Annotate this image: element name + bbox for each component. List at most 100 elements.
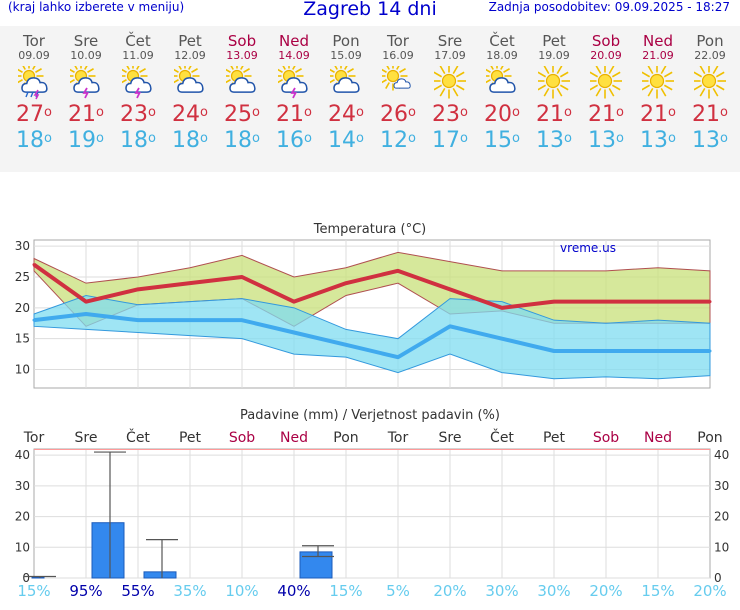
probability-label: 30% (485, 582, 518, 600)
data-point (708, 349, 712, 353)
data-point (604, 300, 608, 304)
partly-cloudy-icon (330, 66, 360, 93)
data-point (188, 281, 192, 285)
max-temperature: 20o (484, 102, 520, 127)
day-column: Ned 14.09 21o 16o (268, 26, 320, 154)
max-temperature: 21o (276, 102, 312, 127)
data-point (448, 287, 452, 291)
max-temperature: 24o (328, 102, 364, 127)
sun-icon (694, 66, 726, 99)
probability-label: 40% (277, 582, 310, 600)
data-point (448, 324, 452, 328)
y-tick-label: 30 (15, 239, 30, 253)
day-date: 19.09 (538, 49, 570, 62)
min-temperature: 13o (640, 128, 676, 153)
x-tick-label: Čet (490, 428, 514, 446)
y-tick-label: 10 (15, 363, 30, 377)
sun-icon (434, 66, 466, 99)
probability-label: 20% (433, 582, 466, 600)
day-name: Tor (387, 32, 409, 50)
day-column: Tor 09.09 27o 18o (8, 26, 60, 154)
x-tick-label: Sob (593, 430, 619, 446)
day-column: Sre 17.09 23o 17o (424, 26, 476, 154)
min-temperature: 19o (68, 128, 104, 153)
day-name: Sre (73, 32, 99, 50)
data-point (396, 269, 400, 273)
probability-label: 10% (225, 582, 258, 600)
data-point (84, 300, 88, 304)
precip-bar (31, 576, 45, 579)
x-tick-label: Čet (126, 428, 150, 446)
location-hint: (kraj lahko izberete v meniju) (8, 0, 185, 14)
precip-bar (91, 522, 125, 579)
day-name: Sob (591, 32, 621, 50)
sun-cloud-thunder-icon (278, 66, 308, 99)
data-point (656, 349, 660, 353)
day-date: 15.09 (330, 49, 362, 62)
y-tick-label: 30 (15, 479, 30, 493)
day-name: Čet (489, 32, 515, 50)
data-point (136, 287, 140, 291)
day-column: Pon 15.09 24o 14o (320, 26, 372, 154)
y-tick-label: 15 (15, 332, 30, 346)
min-temperature: 13o (692, 128, 728, 153)
y-tick-label-right: 40 (714, 448, 729, 462)
max-temperature: 23o (432, 102, 468, 127)
probability-label: 20% (589, 582, 622, 600)
day-name: Pon (696, 32, 724, 50)
max-temperature: 27o (16, 102, 52, 127)
min-temperature: 12o (380, 128, 416, 153)
day-date: 20.09 (590, 49, 622, 62)
day-name: Pet (178, 32, 202, 50)
day-date: 11.09 (122, 49, 154, 62)
day-date: 12.09 (174, 49, 206, 62)
max-temperature: 21o (536, 102, 572, 127)
x-tick-label: Ned (644, 430, 672, 446)
min-temperature: 13o (588, 128, 624, 153)
day-column: Pet 12.09 24o 18o (164, 26, 216, 154)
partly-cloudy-icon (174, 66, 204, 93)
day-date: 09.09 (18, 49, 50, 62)
day-name: Sre (437, 32, 463, 50)
x-tick-label: Tor (23, 430, 45, 446)
min-temperature: 13o (536, 128, 572, 153)
data-point (604, 349, 608, 353)
probability-label: 30% (537, 582, 570, 600)
last-update: Zadnja posodobitev: 09.09.2025 - 18:27 (488, 0, 730, 14)
day-column: Ned 21.09 21o 13o (632, 26, 684, 154)
page-title: Zagreb 14 dni (303, 0, 437, 20)
day-column: Čet 11.09 23o 18o (112, 26, 164, 154)
day-column: Pet 19.09 21o 13o (528, 26, 580, 154)
y-tick-label: 0 (22, 571, 30, 585)
day-name: Čet (125, 32, 151, 50)
day-date: 13.09 (226, 49, 258, 62)
sun-icon (538, 66, 570, 99)
day-date: 18.09 (486, 49, 518, 62)
data-point (84, 312, 88, 316)
max-temperature: 21o (640, 102, 676, 127)
x-tick-label: Pet (543, 430, 566, 446)
day-name: Tor (23, 32, 45, 50)
min-temperature: 18o (16, 128, 52, 153)
y-tick-label: 25 (15, 270, 30, 284)
max-temperature-line (32, 263, 710, 310)
data-point (292, 331, 296, 334)
probability-label: 35% (173, 582, 206, 600)
data-point (552, 349, 556, 353)
data-point (552, 300, 556, 304)
probability-label: 95% (69, 582, 102, 600)
min-temperature: 18o (172, 128, 208, 153)
daily-forecast-strip: Tor 09.09 27o 18o Sre 10.09 21o 19o Čet 11.09 23o 1… (0, 26, 740, 172)
day-name: Pet (542, 32, 566, 50)
sun-icon (642, 66, 674, 99)
sun-cloud-rain-thunder-icon (18, 66, 48, 100)
min-temperature: 17o (432, 128, 468, 153)
probability-label: 5% (386, 582, 410, 600)
min-temperature: 15o (484, 128, 520, 153)
x-tick-label: Sre (75, 430, 98, 446)
y-tick-label-right: 30 (714, 479, 729, 493)
day-date: 22.09 (694, 49, 726, 62)
data-point (240, 275, 244, 279)
probability-label: 15% (329, 582, 362, 600)
day-name: Ned (643, 32, 673, 50)
